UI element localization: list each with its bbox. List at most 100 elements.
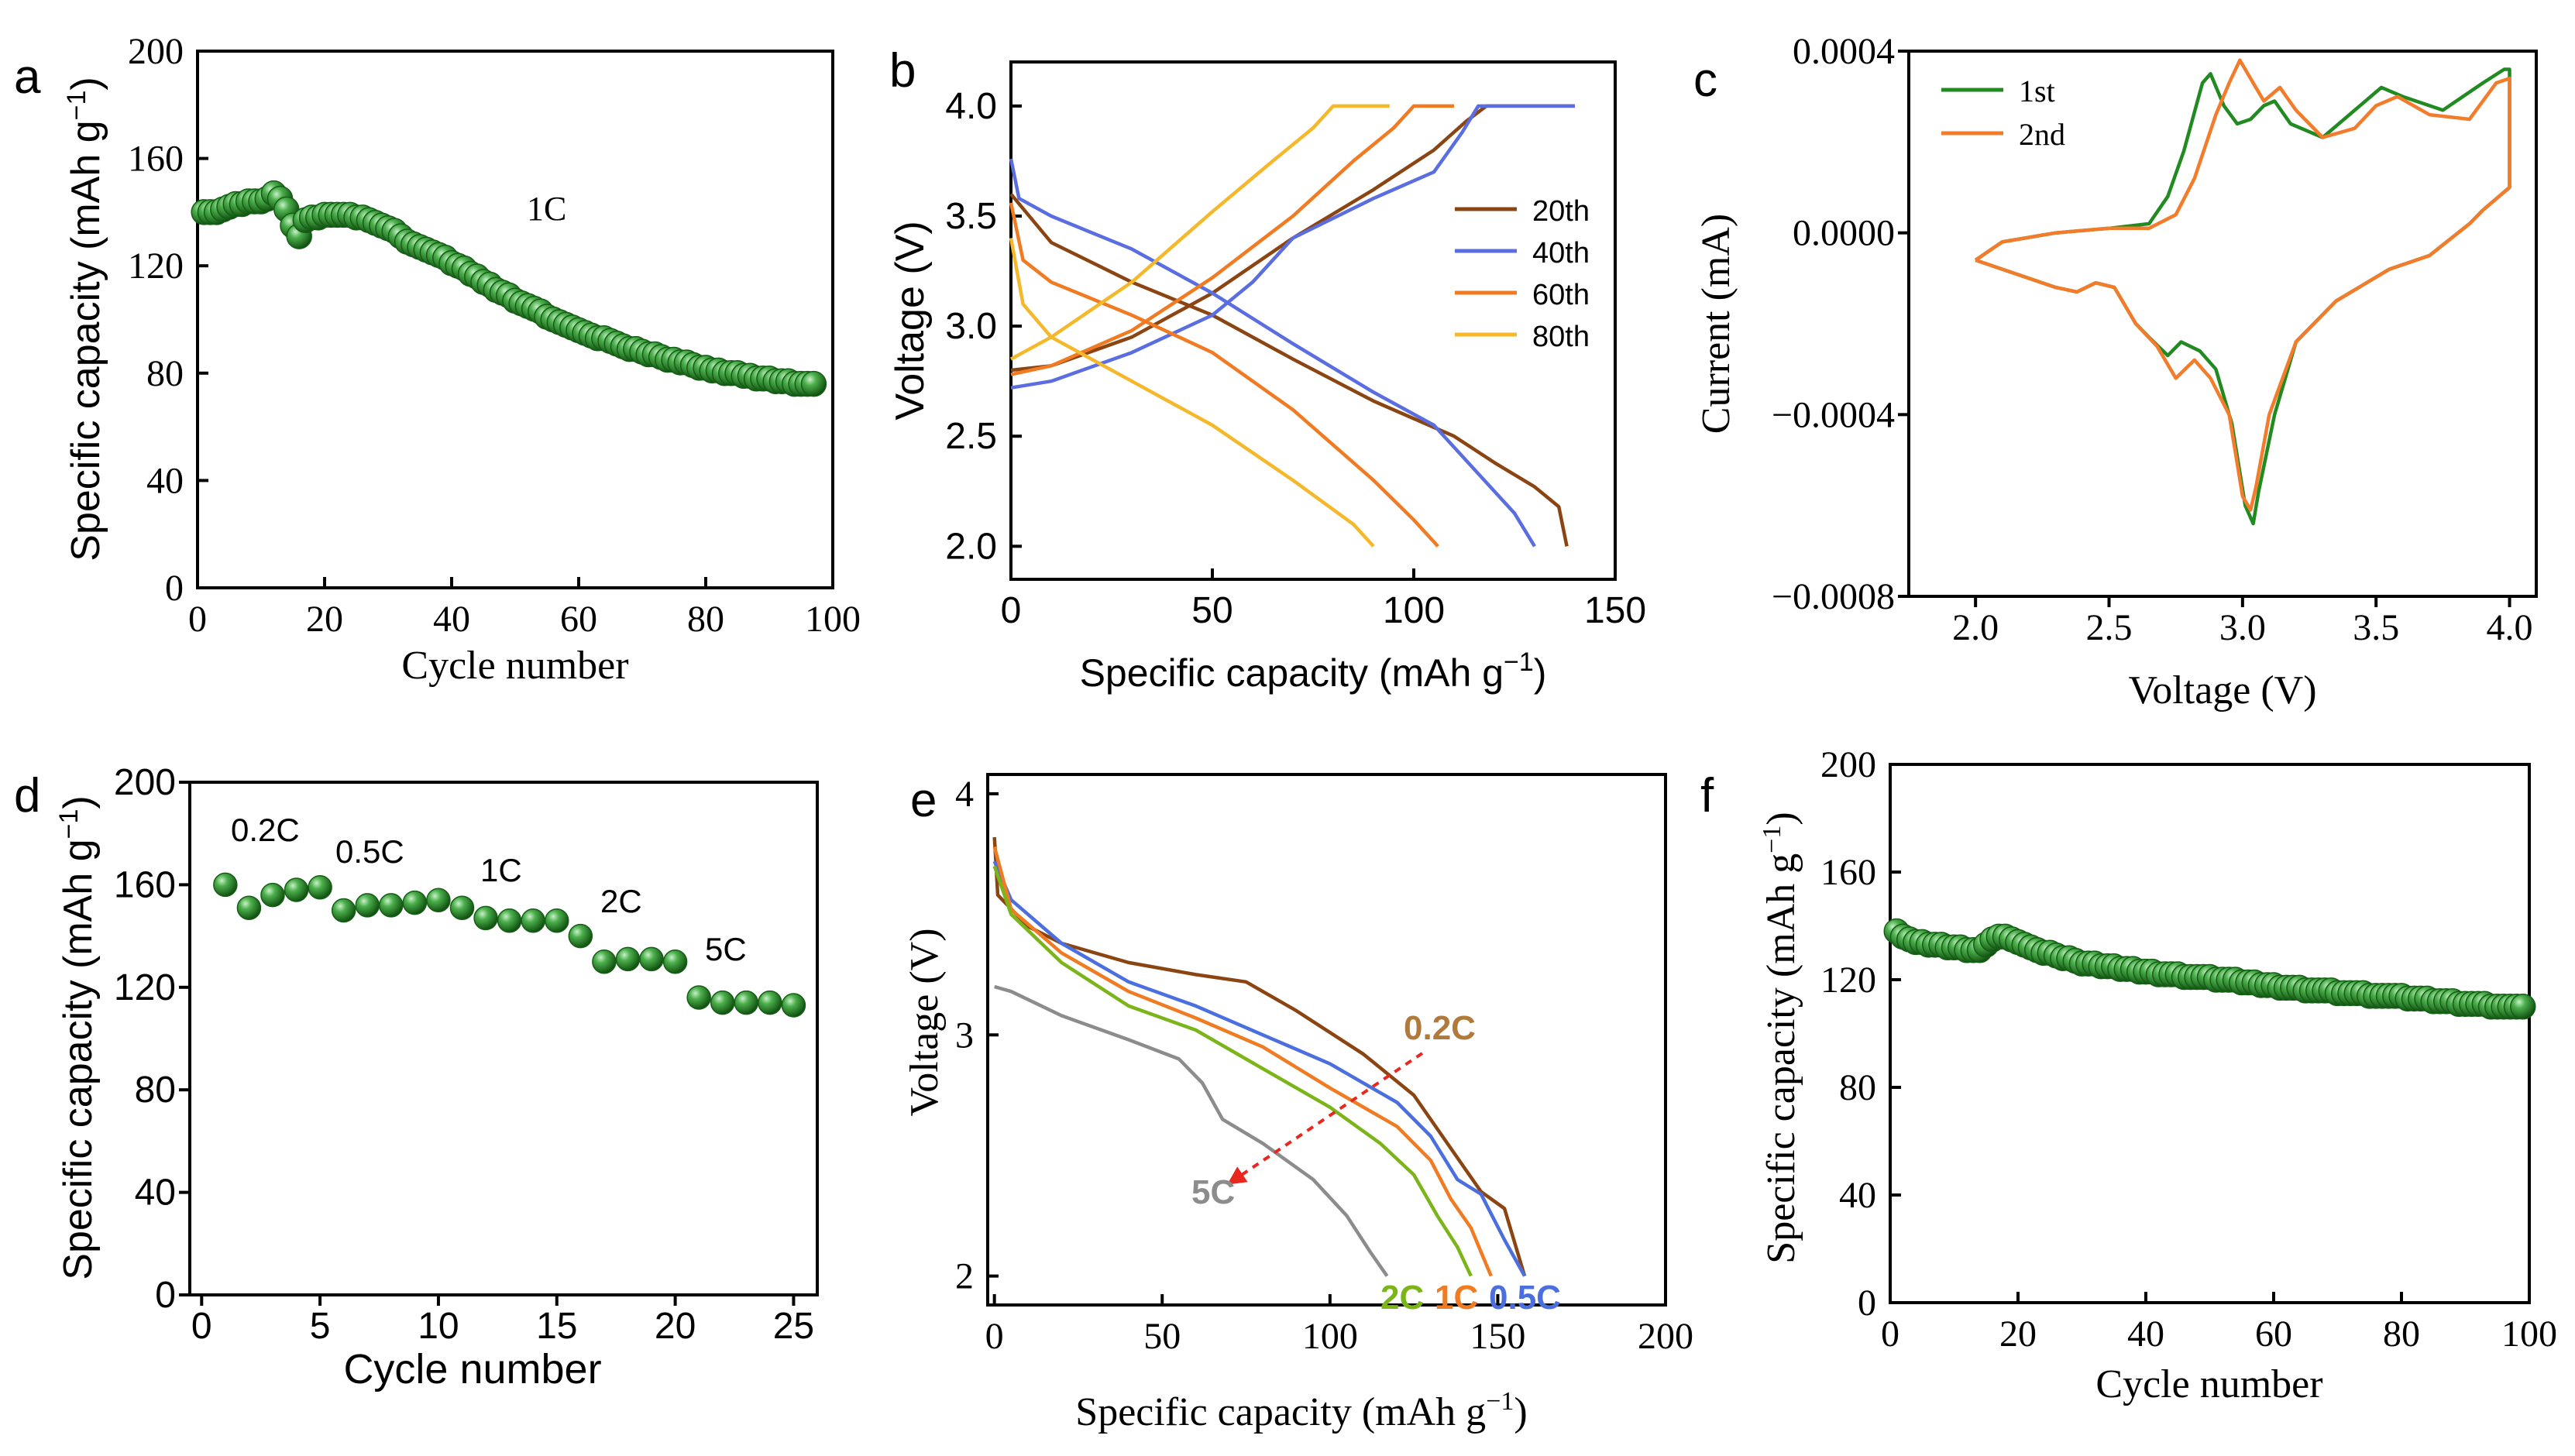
chart-c-xtick-label-2: 3.0 [2219, 607, 2266, 648]
chart-b-frame [1009, 60, 1617, 581]
chart-c-line-2nd-loop [1974, 58, 2511, 512]
chart-f-ytick-label-0: 0 [1858, 1283, 1876, 1324]
chart-e-ytick-label-0: 2 [955, 1256, 974, 1297]
chart-d-frame [188, 781, 819, 1296]
chart-b-line-20th-discharge [1009, 193, 1569, 547]
chart-e-line-0.2c-points [992, 836, 1527, 1277]
chart-f-ytick-label-1: 40 [1839, 1175, 1876, 1216]
chart-a: 0 20 40 60 80 100 0 40 80 120 160 200 1C Cycle num… [62, 31, 861, 688]
chart-d-point-0 [213, 872, 238, 898]
chart-e-xlabel-main: Specific capacity (mAh g [1075, 1390, 1486, 1434]
chart-f-point-98 [2510, 994, 2536, 1020]
chart-d-point-1 [236, 895, 262, 920]
panel-label-e: e [910, 774, 937, 827]
chart-e-frame [986, 773, 1667, 1307]
chart-f-xlabel: Cycle number [2095, 1362, 2322, 1406]
chart-e-annotation-2c: 2C [1380, 1279, 1424, 1317]
chart-f-xtick-label-5: 100 [2501, 1313, 2557, 1355]
chart-e-annotation-5c: 5C [1191, 1173, 1235, 1211]
chart-c-ytick-label-3: 0.0004 [1793, 31, 1895, 72]
chart-c-ytick-label-1: −0.0004 [1772, 394, 1895, 435]
chart-c-ytick-label-2: 0.0000 [1793, 213, 1895, 254]
chart-d-ylabel-sup: −1 [54, 809, 84, 840]
chart-c-xtick-label-3: 3.5 [2353, 607, 2399, 648]
chart-d-ytick-label-4: 160 [114, 864, 176, 905]
chart-a-ylabel: Specific capacity (mAh g−1) [62, 77, 108, 561]
chart-d-point-4 [308, 874, 332, 900]
chart-a-xtick-label-2: 40 [433, 599, 470, 640]
chart-e: 0 50 100 150 200 2 3 4 0.2C 5C 2C 1C 0.5C Spec… [902, 773, 1693, 1434]
chart-b-line-80th-charge [1009, 104, 1390, 361]
chart-e-annotation-0.2c: 0.2C [1404, 1009, 1476, 1047]
chart-e-ytick-label-2: 4 [955, 774, 974, 815]
chart-d-point-22 [734, 990, 759, 1015]
chart-f-xtick-label-3: 60 [2255, 1313, 2292, 1355]
chart-d-point-20 [686, 985, 711, 1010]
chart-a-yticks: 0 40 80 120 160 200 [128, 31, 208, 609]
chart-d-point-24 [781, 993, 806, 1018]
chart-b: 0 50 100 150 2.0 2.5 3.0 3.5 4.0 20th 40th 60th 80… [888, 60, 1646, 695]
panel-label-a: a [14, 50, 41, 104]
chart-f-yticks: 0 40 80 120 160 200 [1820, 744, 1901, 1324]
chart-a-ytick-label-5: 200 [128, 31, 184, 72]
chart-c-ylabel: Current (mA) [1694, 214, 1738, 434]
chart-b-legend-label-80th: 80th [1532, 321, 1590, 353]
chart-a-xticks: 0 20 40 60 80 100 [188, 577, 861, 640]
chart-b-legend-label-60th: 60th [1532, 279, 1590, 311]
chart-e-ytick-label-1: 3 [955, 1015, 974, 1056]
chart-d-point-5 [331, 898, 356, 923]
chart-a-points [191, 180, 827, 397]
chart-f-xtick-label-2: 40 [2127, 1313, 2164, 1355]
chart-b-xlabel-close: ) [1534, 651, 1547, 695]
chart-d-ylabel-main: Specific capacity (mAh g [56, 839, 101, 1279]
chart-d-point-13 [521, 908, 545, 933]
chart-c-xtick-label-4: 4.0 [2487, 607, 2533, 648]
chart-e-annotation-1c: 1C [1435, 1279, 1478, 1317]
chart-e-line-1c-points [992, 846, 1493, 1277]
chart-a-xtick-label-0: 0 [188, 599, 207, 640]
chart-b-xlabel: Specific capacity (mAh g−1) [1080, 647, 1547, 695]
chart-c: 2.0 2.5 3.0 3.5 4.0 −0.0008 −0.0004 0.0000 0.00… [1694, 31, 2538, 713]
chart-a-xtick-label-5: 100 [805, 599, 861, 640]
chart-a-ylabel-close: ) [64, 77, 108, 90]
chart-a-point-96 [800, 370, 827, 397]
chart-e-rate-arrow [1227, 1052, 1424, 1185]
chart-f-ytick-label-2: 80 [1839, 1067, 1876, 1108]
chart-c-lines [1974, 58, 2511, 526]
chart-b-lines [1009, 104, 1575, 548]
chart-e-yticks: 2 3 4 [955, 774, 999, 1297]
chart-b-ytick-label-1: 2.5 [945, 416, 997, 457]
chart-b-ylabel: Voltage (V) [888, 221, 933, 420]
chart-f-points [1883, 918, 2536, 1020]
chart-f-ylabel-close: ) [1759, 812, 1803, 825]
chart-d-annotation-2c: 2C [600, 883, 642, 919]
chart-d: 0 5 10 15 20 25 0 40 80 120 160 200 0.2C 0.5C 1C 2… [54, 762, 819, 1392]
chart-f-ytick-label-5: 200 [1820, 744, 1876, 785]
chart-e-line-5c-points [994, 984, 1389, 1277]
chart-e-xlabel-sup: −1 [1486, 1387, 1514, 1416]
chart-a-frame [196, 50, 834, 589]
chart-b-legend: 20th 40th 60th 80th [1455, 195, 1590, 353]
chart-b-xtick-label-2: 100 [1383, 590, 1445, 631]
chart-e-lines [992, 836, 1527, 1277]
panel-label-d: d [14, 769, 40, 822]
chart-d-ytick-label-3: 120 [114, 967, 176, 1008]
chart-c-xtick-label-0: 2.0 [1952, 607, 1999, 648]
chart-b-ytick-label-4: 4.0 [945, 86, 997, 127]
chart-b-ytick-label-2: 3.0 [945, 306, 997, 347]
chart-d-point-3 [284, 877, 309, 902]
chart-a-ytick-label-4: 160 [128, 139, 184, 180]
chart-f: 0 20 40 60 80 100 0 40 80 120 160 200 Cycle number… [1758, 744, 2557, 1406]
chart-a-ytick-label-0: 0 [165, 568, 184, 609]
chart-d-ylabel-close: ) [56, 795, 101, 809]
chart-f-ytick-label-3: 120 [1820, 960, 1876, 1001]
chart-f-xtick-label-0: 0 [1881, 1313, 1899, 1355]
chart-d-xtick-label-0: 0 [191, 1306, 212, 1347]
chart-a-ytick-label-1: 40 [146, 460, 184, 501]
chart-f-ylabel: Specific capacity (mAh g−1) [1758, 812, 1803, 1263]
chart-d-ytick-label-2: 80 [135, 1070, 176, 1111]
chart-e-xtick-label-1: 50 [1143, 1316, 1181, 1357]
chart-c-xtick-label-1: 2.5 [2086, 607, 2133, 648]
chart-d-ytick-label-5: 200 [114, 762, 176, 803]
